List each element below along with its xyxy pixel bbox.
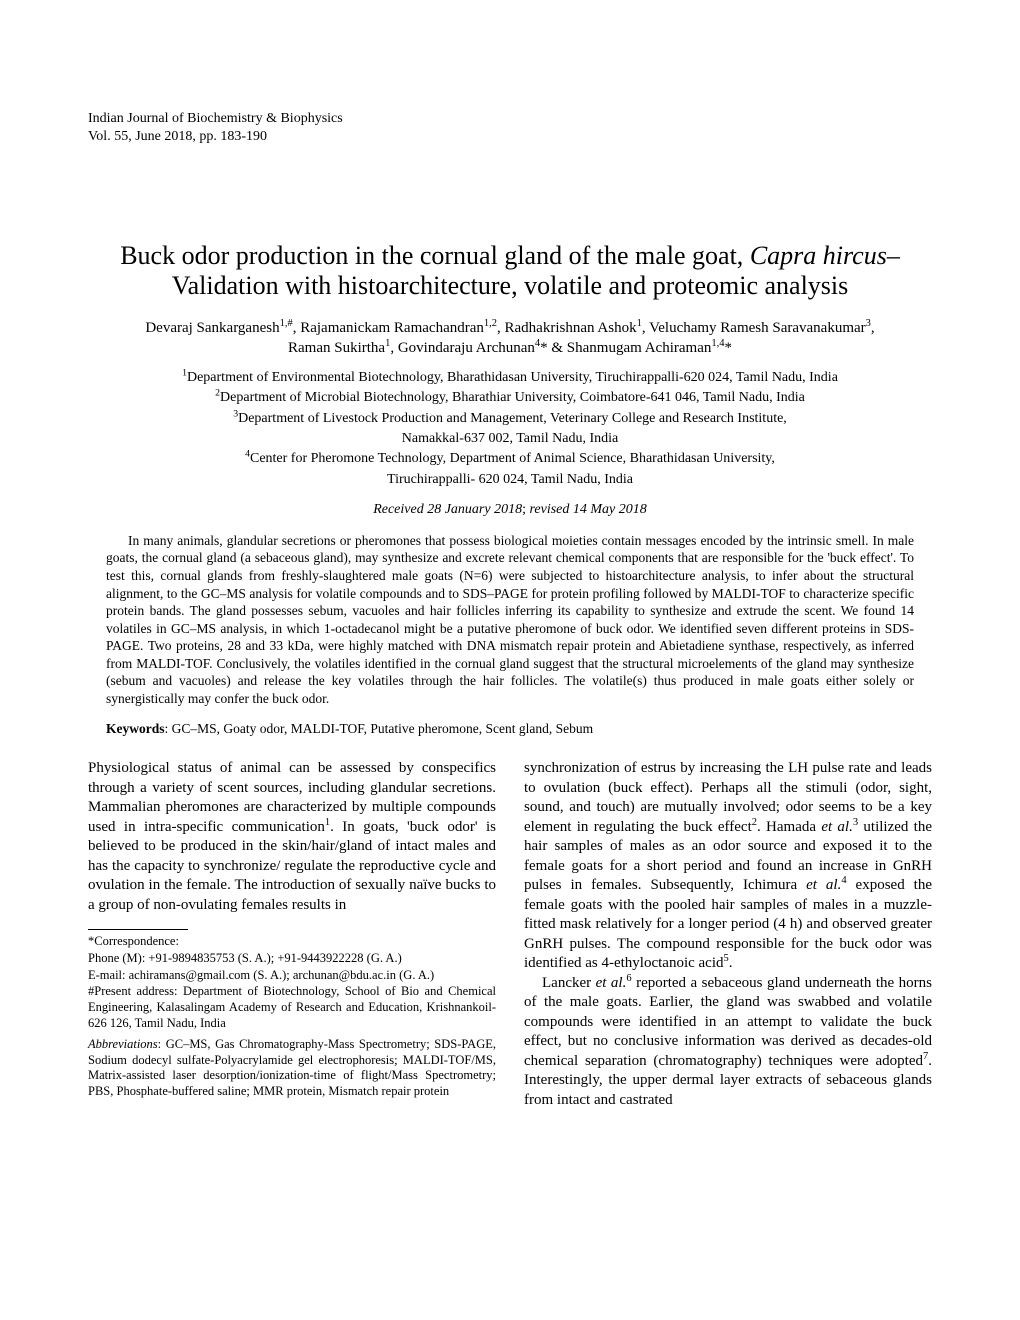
- received-date: Received 28 January 2018: [373, 502, 522, 517]
- right-column: synchronization of estrus by increasing …: [524, 759, 932, 1110]
- affiliation-4: 4Center for Pheromone Technology, Depart…: [88, 449, 932, 469]
- affiliation-3: 3Department of Livestock Production and …: [88, 409, 932, 429]
- abstract: In many animals, glandular secretions or…: [106, 532, 914, 707]
- title-line1-post: –: [887, 241, 900, 270]
- body-para-right-2: Lancker et al.6 reported a sebaceous gla…: [524, 974, 932, 1111]
- journal-name: Indian Journal of Biochemistry & Biophys…: [88, 110, 932, 128]
- footnote-separator: [88, 929, 188, 930]
- received-revised: Received 28 January 2018; revised 14 May…: [88, 502, 932, 518]
- footnote-phone: Phone (M): +91-9894835753 (S. A.); +91-9…: [88, 951, 496, 967]
- keywords-label: Keywords: [106, 721, 165, 736]
- affiliation-4b: Tiruchirappalli- 620 024, Tamil Nadu, In…: [88, 470, 932, 490]
- paper-title: Buck odor production in the cornual glan…: [88, 241, 932, 301]
- keywords-text: : GC–MS, Goaty odor, MALDI-TOF, Putative…: [165, 721, 594, 736]
- affiliations: 1Department of Environmental Biotechnolo…: [88, 368, 932, 490]
- footnote-present-address: #Present address: Department of Biotechn…: [88, 984, 496, 1031]
- authors: Devaraj Sankarganesh1,#, Rajamanickam Ra…: [88, 319, 932, 358]
- journal-issue: Vol. 55, June 2018, pp. 183-190: [88, 128, 932, 146]
- journal-header: Indian Journal of Biochemistry & Biophys…: [88, 110, 932, 146]
- left-column: Physiological status of animal can be as…: [88, 759, 496, 1110]
- title-line2: Validation with histoarchitecture, volat…: [172, 271, 849, 300]
- abbrev-label: Abbreviations: [88, 1037, 158, 1051]
- affiliation-1: 1Department of Environmental Biotechnolo…: [88, 368, 932, 388]
- title-line1-pre: Buck odor production in the cornual glan…: [120, 241, 750, 270]
- footnote-email: E-mail: achiramans@gmail.com (S. A.); ar…: [88, 968, 496, 984]
- body-para-left-1: Physiological status of animal can be as…: [88, 759, 496, 915]
- keywords: Keywords: GC–MS, Goaty odor, MALDI-TOF, …: [106, 721, 914, 737]
- authors-line2: Raman Sukirtha1, Govindaraju Archunan4* …: [288, 340, 732, 356]
- affiliation-2: 2Department of Microbial Biotechnology, …: [88, 388, 932, 408]
- title-species: Capra hircus: [750, 241, 887, 270]
- affiliation-3b: Namakkal-637 002, Tamil Nadu, India: [88, 429, 932, 449]
- body-para-right-1: synchronization of estrus by increasing …: [524, 759, 932, 974]
- body-two-column: Physiological status of animal can be as…: [88, 759, 932, 1110]
- footnote-abbreviations: Abbreviations: GC–MS, Gas Chromatography…: [88, 1037, 496, 1100]
- authors-line1: Devaraj Sankarganesh1,#, Rajamanickam Ra…: [145, 320, 874, 336]
- footnotes: *Correspondence: Phone (M): +91-98948357…: [88, 934, 496, 1099]
- revised-date: revised 14 May 2018: [529, 502, 646, 517]
- footnote-correspondence: *Correspondence:: [88, 934, 496, 950]
